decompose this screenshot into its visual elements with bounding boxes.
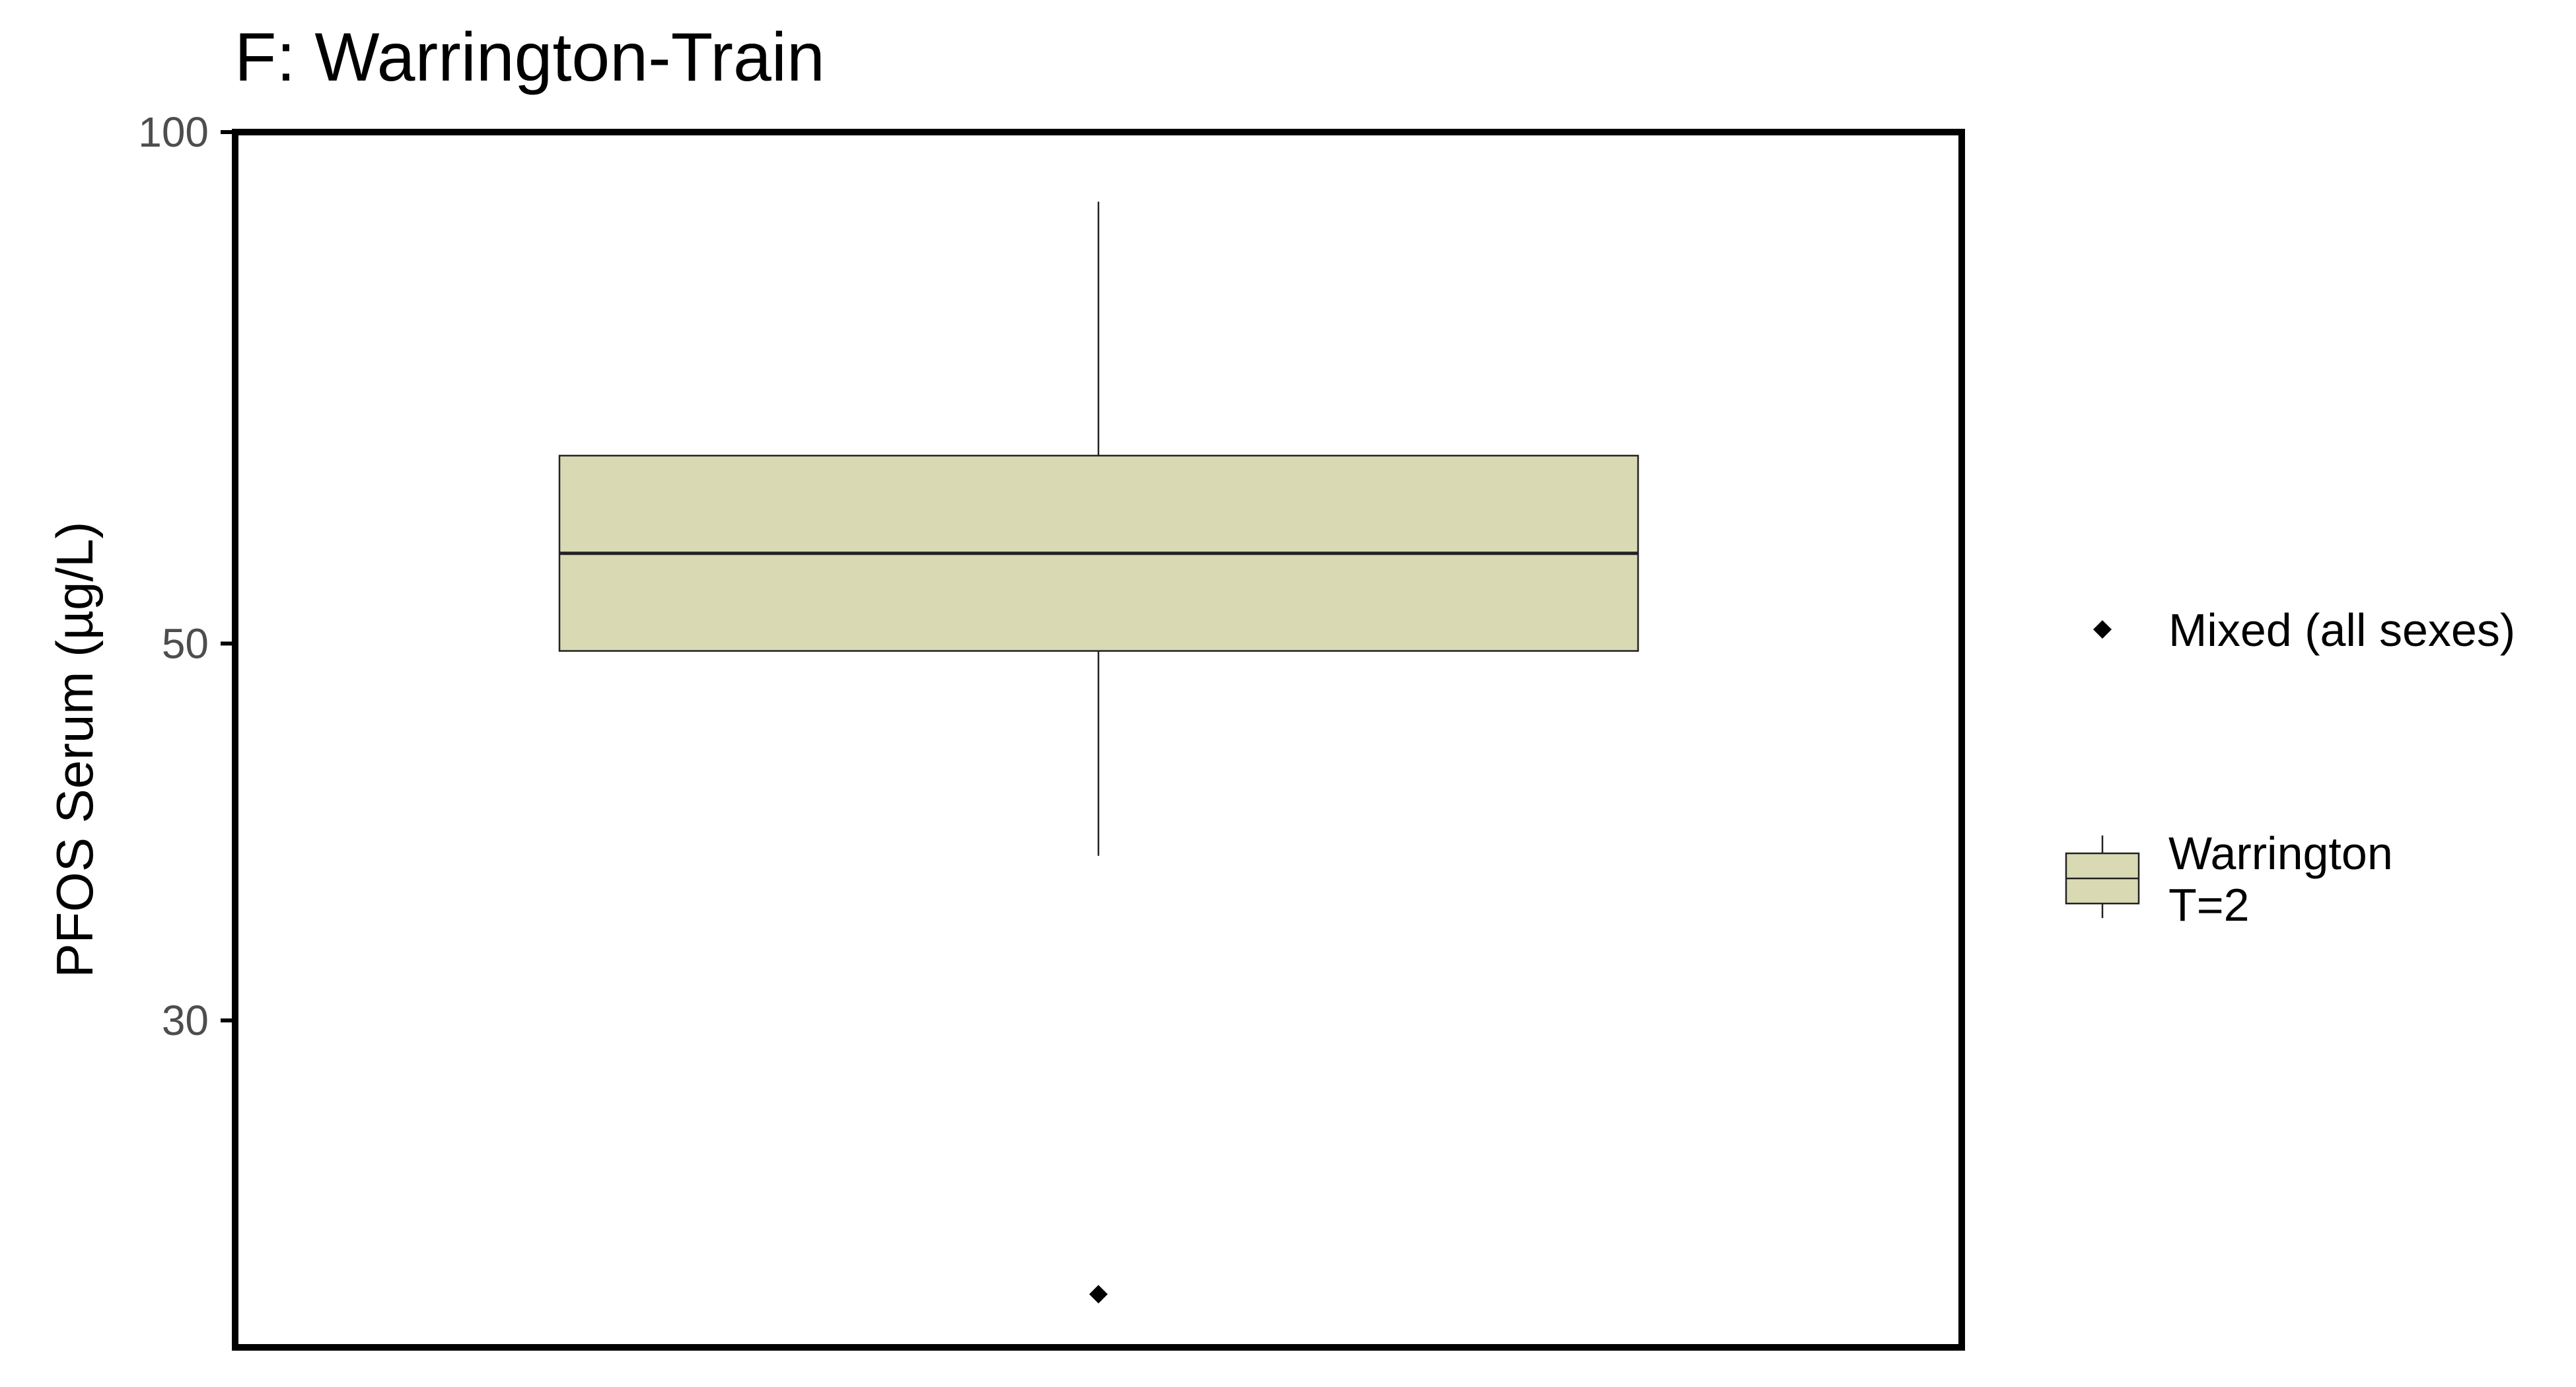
plot-area — [232, 129, 1965, 1351]
legend-label-point: Mixed (all sexes) — [2168, 604, 2515, 656]
y-tick-label-30: 30 — [162, 997, 209, 1044]
plot-panel-border — [232, 129, 1965, 1351]
legend: Mixed (all sexes) Warrington T=2 — [2065, 604, 2515, 931]
legend-label-box-line1: Warrington — [2168, 828, 2393, 879]
y-tick-label-100: 100 — [138, 108, 209, 156]
legend-point-diamond — [2093, 620, 2112, 639]
legend-box-key — [2065, 836, 2140, 918]
chart-title: F: Warrington-Train — [234, 19, 825, 96]
y-tick-label-50: 50 — [162, 620, 209, 667]
legend-label-box-line2: T=2 — [2168, 879, 2250, 931]
y-axis: 30 50 100 — [138, 108, 235, 1044]
y-axis-label: PFOS Serum (µg/L) — [46, 522, 104, 978]
data-point-0 — [1089, 1285, 1108, 1304]
legend-point-symbol — [2093, 620, 2112, 639]
